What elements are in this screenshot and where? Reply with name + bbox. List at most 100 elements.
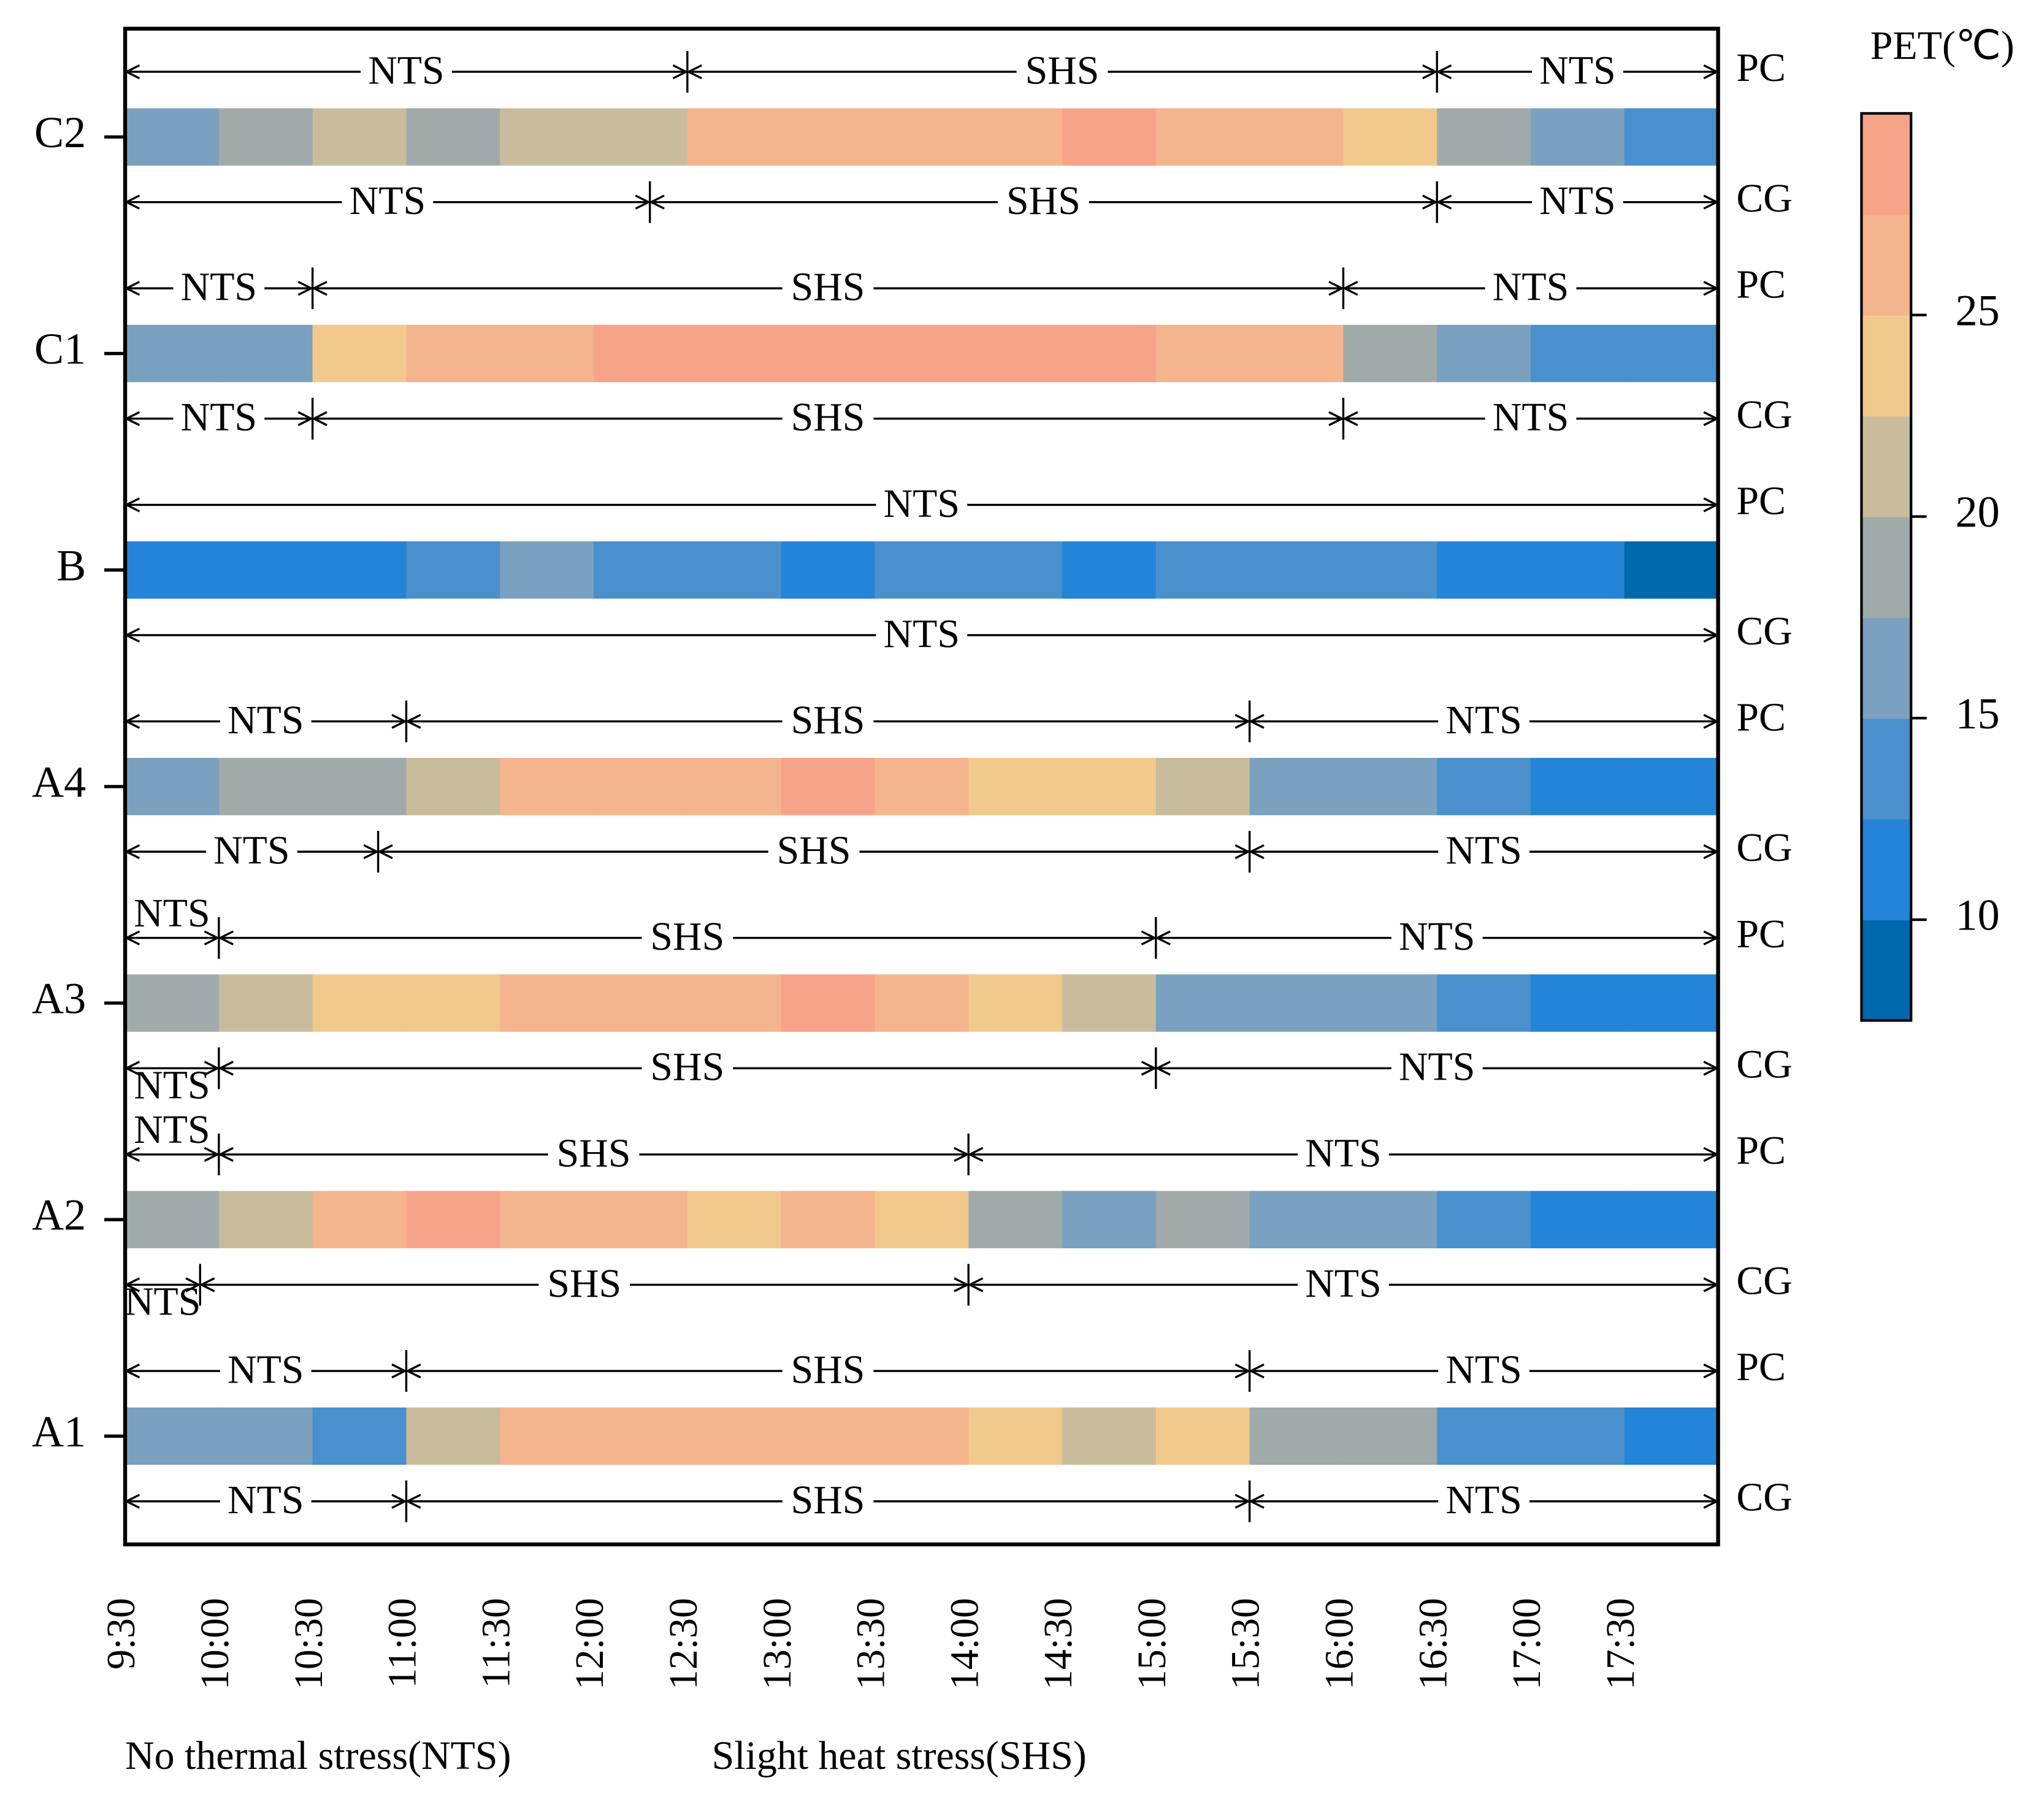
colorbar-bin — [1861, 113, 1912, 215]
arrow-head — [311, 411, 327, 426]
arrow-head — [1342, 411, 1358, 426]
heat-cell — [968, 541, 1063, 599]
heat-cell — [1530, 108, 1625, 166]
heat-cell — [218, 324, 313, 383]
stress-segment: NTS — [124, 698, 408, 742]
x-tick-label: 15:00 — [1130, 1598, 1174, 1690]
stress-segment: SHS — [686, 48, 1438, 93]
stress-segment: SHS — [405, 1478, 1251, 1522]
heat-cell — [968, 758, 1063, 815]
x-tick-label: 12:30 — [661, 1598, 706, 1690]
segment-label: NTS — [884, 481, 960, 526]
stress-segment: SHS — [199, 1261, 970, 1306]
stress-segment: NTS — [124, 1277, 201, 1324]
heat-cell — [875, 1191, 970, 1248]
label-backing — [768, 834, 860, 869]
segment-label: SHS — [1025, 48, 1100, 93]
colorbar-bin — [1861, 416, 1912, 517]
heat-cell — [500, 1407, 595, 1465]
label-backing — [782, 271, 874, 305]
heat-cell — [1249, 108, 1344, 166]
arrow-head — [1248, 1494, 1265, 1509]
label-backing — [782, 402, 874, 436]
heat-cell — [687, 108, 782, 166]
arrow-head — [1436, 194, 1452, 210]
heat-cell — [687, 758, 782, 815]
arrow-head — [363, 844, 380, 860]
label-backing — [1391, 1051, 1483, 1085]
heat-cell — [1062, 541, 1157, 599]
stress-segment: NTS — [124, 1061, 220, 1107]
stress-segment: NTS — [967, 1131, 1720, 1175]
label-backing — [1016, 55, 1108, 89]
segment-label: NTS — [1445, 698, 1522, 742]
arrow-head — [391, 1494, 408, 1509]
colorbar-tick-label: 20 — [1955, 487, 1999, 536]
label-backing — [1391, 921, 1483, 955]
arrow-head — [1141, 1061, 1157, 1076]
heat-cell — [500, 541, 595, 599]
stress-segment: NTS — [1436, 48, 1720, 93]
arrow-head — [311, 281, 327, 296]
label-backing — [1438, 1484, 1529, 1519]
stress-segment: SHS — [311, 265, 1345, 310]
heat-cell — [968, 1191, 1063, 1248]
label-backing — [205, 834, 297, 869]
band-label: PC — [1736, 262, 1786, 307]
heat-cell — [1249, 974, 1344, 1032]
label-backing — [1485, 271, 1577, 305]
segment-label: NTS — [134, 1063, 210, 1107]
segment-label: NTS — [884, 611, 960, 656]
heat-cell — [594, 974, 688, 1032]
stress-segment: SHS — [311, 395, 1345, 440]
segment-label: NTS — [1305, 1131, 1381, 1175]
band-label: PC — [1736, 912, 1786, 956]
heat-cell — [406, 1191, 501, 1248]
heat-cell — [875, 108, 970, 166]
heat-cell — [218, 758, 313, 815]
colorbar-title: PET(℃) — [1870, 23, 2015, 68]
band-label: CG — [1736, 1259, 1793, 1304]
stress-segment: SHS — [405, 698, 1251, 742]
heat-cell — [218, 974, 313, 1032]
arrow-head — [672, 64, 689, 80]
segment-label: SHS — [1006, 178, 1081, 223]
segment-label: SHS — [791, 1478, 865, 1522]
heat-cell — [1155, 108, 1250, 166]
heat-cell — [1437, 1191, 1532, 1248]
heat-cell — [500, 758, 595, 815]
x-tick-label: 14:00 — [942, 1598, 987, 1690]
band-label: PC — [1736, 1345, 1786, 1389]
stress-segment: NTS — [124, 1347, 408, 1392]
heat-cell — [1343, 108, 1438, 166]
heat-cell — [1155, 541, 1250, 599]
heat-cell — [1062, 1191, 1157, 1248]
arrow-head — [218, 1147, 234, 1162]
heat-cell — [1437, 974, 1532, 1032]
segment-label: NTS — [134, 891, 210, 936]
heat-cell — [687, 974, 782, 1032]
heat-cell — [594, 108, 688, 166]
colorbar-tick-label: 25 — [1955, 286, 1999, 335]
label-backing — [1485, 402, 1577, 436]
heat-cell — [1624, 758, 1719, 815]
arrow-head — [1248, 714, 1265, 729]
heat-cell — [687, 1191, 782, 1248]
arrow-head — [954, 1147, 970, 1162]
heat-cell — [1249, 324, 1344, 383]
x-tick-label: 10:30 — [286, 1598, 331, 1690]
arrow-head — [967, 1277, 984, 1292]
stress-segment: SHS — [405, 1347, 1251, 1392]
segment-label: NTS — [228, 698, 304, 742]
colorbar-bin — [1861, 516, 1912, 618]
arrow-head — [954, 1277, 970, 1292]
colorbar-bin — [1861, 718, 1912, 820]
stress-segment: SHS — [649, 178, 1438, 223]
heat-cell — [594, 324, 688, 383]
segment-label: SHS — [557, 1131, 631, 1175]
plot-frame — [123, 26, 1720, 1547]
arrow-head — [405, 714, 421, 729]
heat-cell — [594, 758, 688, 815]
heat-cell — [594, 1407, 688, 1465]
segment-label: NTS — [228, 1347, 304, 1392]
